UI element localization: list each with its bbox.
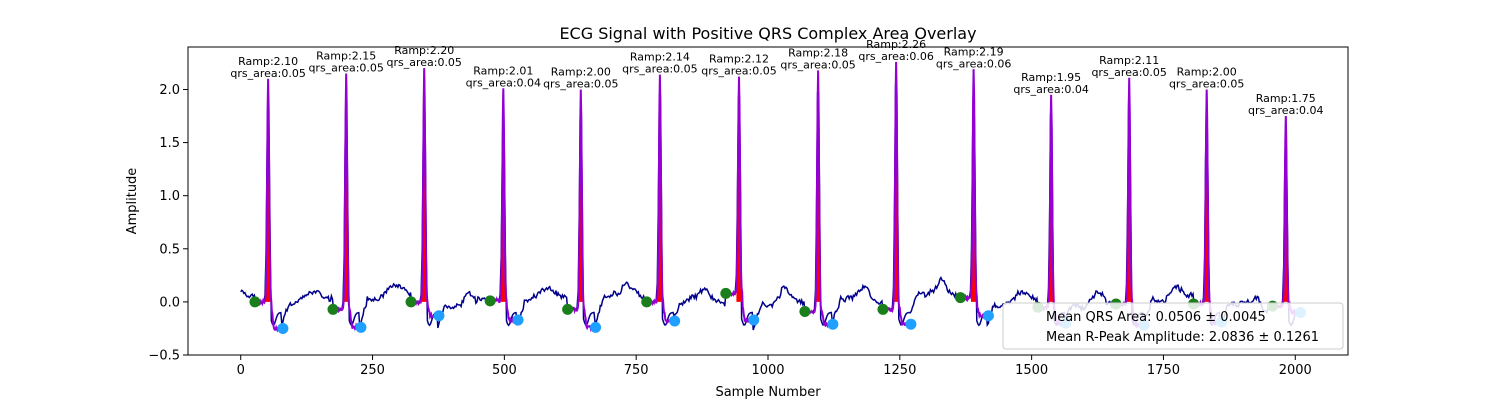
qrs-area-annotation: qrs_area:0.05 [543,77,618,90]
r-amplitude-annotation: Ramp:2.19 [944,45,1004,58]
qrs-area-annotation: qrs_area:0.05 [230,67,305,80]
x-tick-label: 2000 [1279,363,1312,378]
qrs-area-annotation: qrs_area:0.04 [466,76,541,89]
legend-entry-mean-r-peak-amplitude: Mean R-Peak Amplitude: 2.0836 ± 0.1261 [1046,330,1319,345]
s-point-marker [512,314,524,326]
qrs-area-annotation: qrs_area:0.04 [1013,83,1088,96]
x-tick-label: 1000 [751,363,784,378]
qrs-area-annotation: qrs_area:0.05 [386,56,461,69]
y-tick-label: 0.5 [159,242,180,257]
x-tick-label: 500 [492,363,517,378]
r-amplitude-annotation: Ramp:2.01 [473,64,533,77]
q-point-marker [720,287,732,299]
y-tick-label: 0.0 [159,295,180,310]
s-point-marker [827,318,839,330]
r-amplitude-annotation: Ramp:1.75 [1256,92,1316,105]
r-amplitude-annotation: Ramp:2.18 [788,46,848,59]
r-amplitude-annotation: Ramp:2.11 [1099,54,1159,67]
chart-title: ECG Signal with Positive QRS Complex Are… [559,24,976,43]
qrs-area-annotation: qrs_area:0.05 [780,58,855,71]
r-amplitude-annotation: Ramp:2.10 [238,55,298,68]
r-amplitude-annotation: Ramp:2.00 [551,65,611,78]
y-axis-title: Amplitude [125,168,140,235]
x-tick-label: 1750 [1147,363,1180,378]
x-tick-label: 1250 [883,363,916,378]
s-point-marker [982,310,994,322]
q-point-marker [405,296,417,308]
q-point-marker [954,292,966,304]
legend: Mean QRS Area: 0.0506 ± 0.0045 Mean R-Pe… [1002,302,1344,350]
x-tick-label: 250 [360,363,385,378]
qrs-area-annotation: qrs_area:0.06 [936,57,1011,70]
r-amplitude-annotation: Ramp:2.12 [709,53,769,66]
x-tick-label: 0 [237,363,245,378]
qrs-area-annotation: qrs_area:0.05 [701,65,776,78]
y-tick-label: 2.0 [159,83,180,98]
axes: 0 250 500 750 1000 1250 1500 1750 2000 −0.5 0.0 0.5… [148,83,1311,378]
s-point-marker [590,321,602,333]
r-amplitude-annotation: Ramp:2.15 [316,50,376,63]
y-tick-label: 1.5 [159,136,180,151]
r-amplitude-annotation: Ramp:1.95 [1021,71,1081,84]
s-point-marker [355,321,367,333]
x-tick-label: 750 [624,363,649,378]
x-axis-title: Sample Number [715,385,821,400]
q-point-marker [327,303,339,315]
q-point-marker [877,303,889,315]
s-point-marker [669,315,681,327]
y-tick-label: 1.0 [159,189,180,204]
q-point-marker [799,305,811,317]
legend-box [1002,302,1344,350]
s-point-marker [748,314,760,326]
r-amplitude-annotation: Ramp:2.00 [1177,65,1237,78]
y-tick-label: −0.5 [148,349,180,364]
qrs-area-annotation: qrs_area:0.05 [1091,66,1166,79]
q-point-marker [641,296,653,308]
s-point-marker [433,310,445,322]
qrs-area-annotation: qrs_area:0.06 [858,50,933,63]
s-point-marker [905,318,917,330]
r-amplitude-annotation: Ramp:2.26 [866,38,926,51]
s-point-marker [277,322,289,334]
q-point-marker [484,295,496,307]
q-point-marker [562,303,574,315]
qrs-area-annotation: qrs_area:0.05 [308,62,383,75]
q-point-marker [249,296,261,308]
r-amplitude-annotation: Ramp:2.14 [630,51,690,64]
qrs-area-annotation: qrs_area:0.05 [622,63,697,76]
qrs-area-annotation: qrs_area:0.04 [1248,104,1323,117]
x-tick-label: 1500 [1015,363,1048,378]
qrs-area-annotation: qrs_area:0.05 [1169,77,1244,90]
legend-entry-mean-qrs-area: Mean QRS Area: 0.0506 ± 0.0045 [1046,310,1266,325]
